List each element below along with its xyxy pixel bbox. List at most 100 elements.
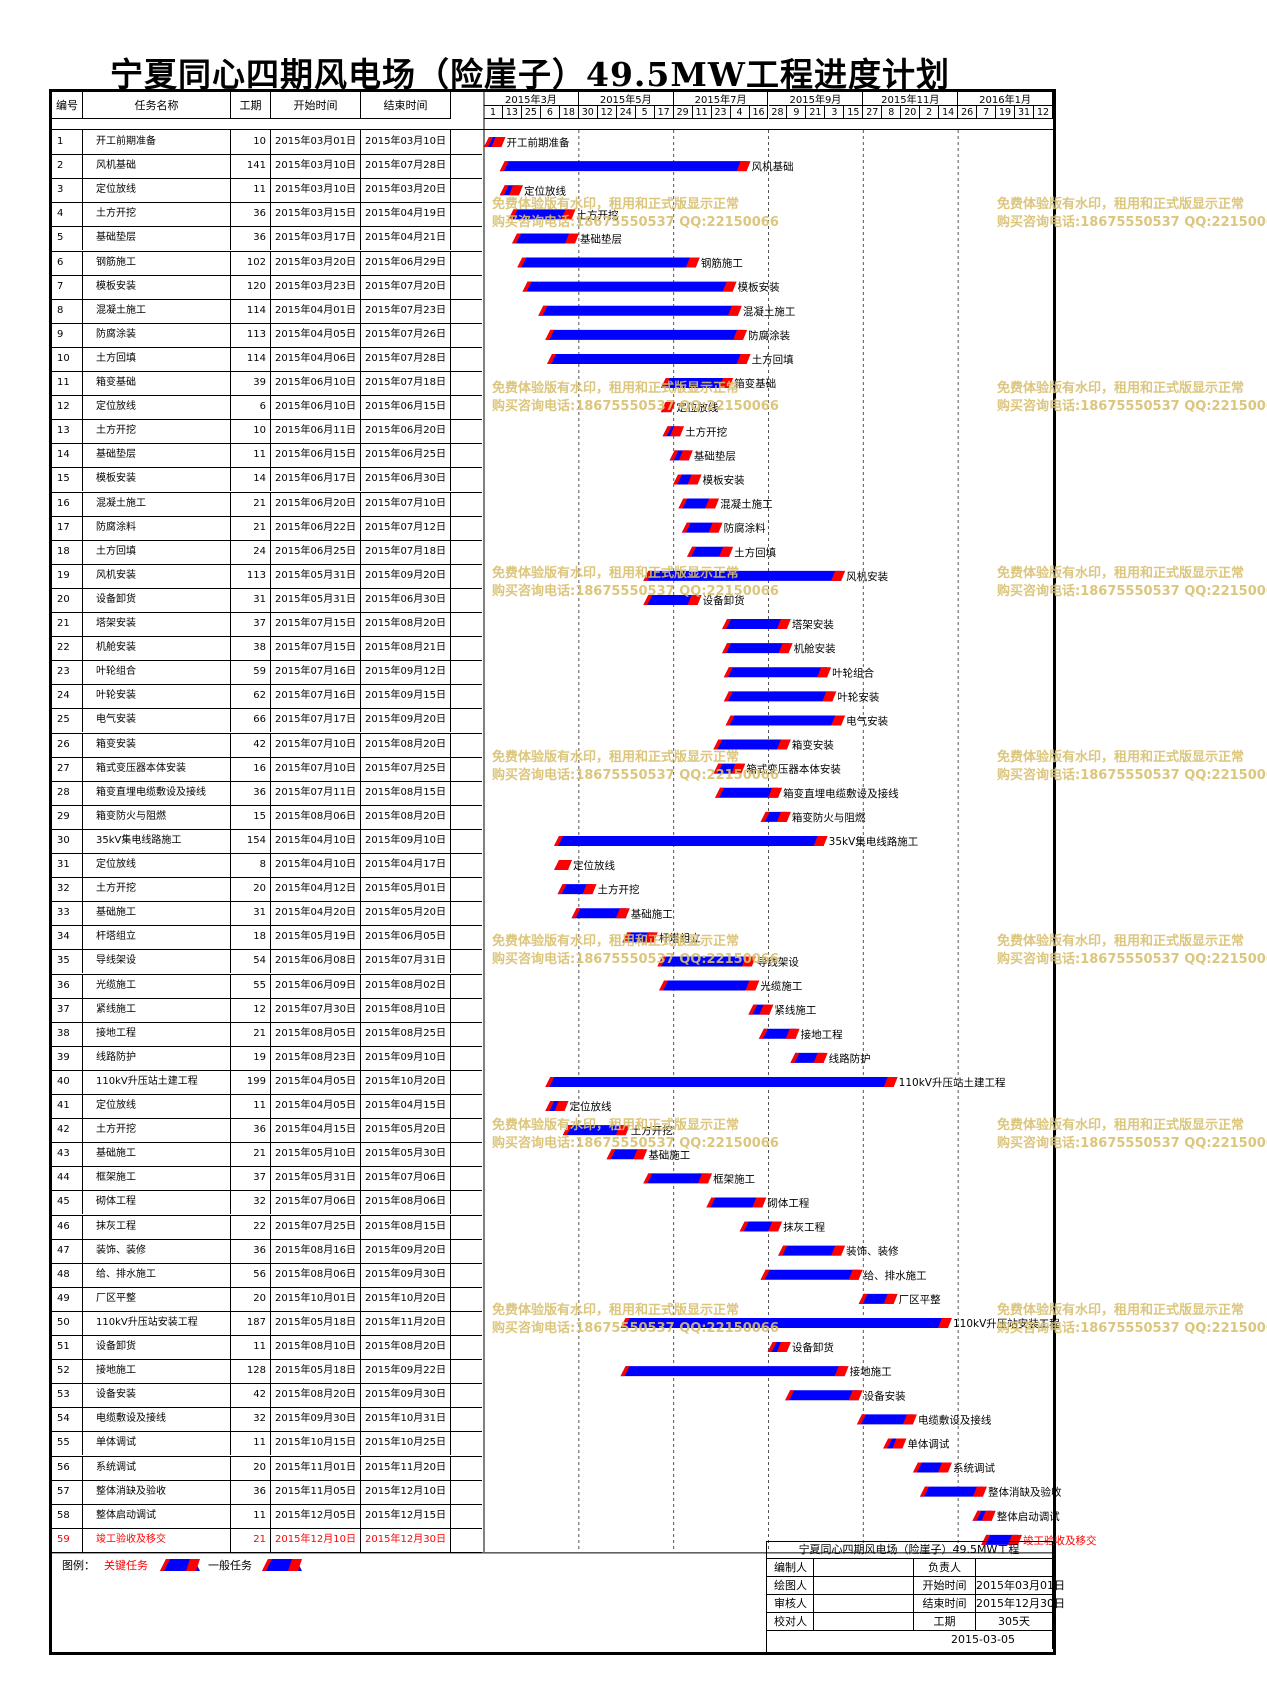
task-start-cell: 2015年06月17日 xyxy=(271,467,361,492)
task-no-cell: 44 xyxy=(52,1166,83,1191)
timeline-day-tick: 30 xyxy=(578,106,598,119)
task-no-cell: 43 xyxy=(52,1142,83,1167)
task-start-cell: 2015年04月05日 xyxy=(271,322,361,347)
task-name-cell: 光缆施工 xyxy=(83,973,231,998)
task-name-cell: 防腐涂料 xyxy=(83,515,231,540)
col-header-end: 结束时间 xyxy=(361,92,451,119)
task-days-cell: 11 xyxy=(231,1503,271,1528)
task-no-cell: 23 xyxy=(52,660,83,685)
task-start-cell: 2015年04月01日 xyxy=(271,298,361,323)
task-end-cell: 2015年04月21日 xyxy=(361,226,451,251)
row-divider xyxy=(52,804,482,806)
timeline-month: 2015年3月 xyxy=(484,92,579,106)
task-name-cell: 系统调试 xyxy=(83,1455,231,1480)
timeline-day-tick: 26 xyxy=(958,106,978,119)
task-no-cell: 9 xyxy=(52,322,83,347)
task-start-cell: 2015年07月30日 xyxy=(271,997,361,1022)
task-start-cell: 2015年04月05日 xyxy=(271,1094,361,1118)
task-name-cell: 抹灰工程 xyxy=(83,1214,231,1239)
task-name-cell: 定位放线 xyxy=(83,853,231,877)
task-end-cell: 2015年07月31日 xyxy=(361,949,451,974)
task-end-cell: 2015年04月15日 xyxy=(361,1094,451,1118)
timeline-day-tick: 6 xyxy=(540,106,560,119)
task-days-cell: 36 xyxy=(231,780,271,805)
task-no-cell: 54 xyxy=(52,1407,83,1432)
row-divider xyxy=(52,877,482,879)
task-end-cell: 2015年09月22日 xyxy=(361,1359,451,1384)
task-name-cell: 风机安装 xyxy=(83,563,231,588)
task-no-cell: 3 xyxy=(52,178,83,203)
info-editor-label: 编制人 xyxy=(766,1559,814,1577)
task-start-cell: 2015年04月10日 xyxy=(271,853,361,877)
task-end-cell: 2015年08月20日 xyxy=(361,612,451,636)
task-days-cell: 36 xyxy=(231,1479,271,1504)
task-name-cell: 紧线施工 xyxy=(83,997,231,1022)
task-name-cell: 基础施工 xyxy=(83,901,231,926)
col-header-name: 任务名称 xyxy=(83,92,231,119)
task-no-cell: 49 xyxy=(52,1286,83,1311)
task-end-cell: 2015年08月06日 xyxy=(361,1190,451,1215)
task-name-cell: 箱式变压器本体安装 xyxy=(83,756,231,781)
task-no-cell: 20 xyxy=(52,587,83,612)
task-name-cell: 110kV升压站安装工程 xyxy=(83,1310,231,1335)
row-divider xyxy=(52,395,482,397)
task-start-cell: 2015年08月06日 xyxy=(271,804,361,829)
legend-critical-label: 关键任务 xyxy=(104,1559,148,1572)
task-name-cell: 塔架安装 xyxy=(83,612,231,636)
task-end-cell: 2015年07月18日 xyxy=(361,371,451,395)
info-box xyxy=(766,1541,1053,1655)
task-start-cell: 2015年05月31日 xyxy=(271,1166,361,1191)
row-divider xyxy=(52,901,482,903)
task-days-cell: 37 xyxy=(231,612,271,636)
row-divider xyxy=(52,371,482,372)
info-start-label: 开始时间 xyxy=(914,1577,976,1595)
task-no-cell: 47 xyxy=(52,1238,83,1263)
timeline-month: 2015年9月 xyxy=(768,92,864,106)
task-no-cell: 4 xyxy=(52,202,83,227)
row-divider xyxy=(52,154,482,156)
task-start-cell: 2015年08月23日 xyxy=(271,1045,361,1070)
task-days-cell: 20 xyxy=(231,1286,271,1311)
col-header-no: 编号 xyxy=(52,92,83,119)
task-start-cell: 2015年05月18日 xyxy=(271,1310,361,1335)
task-name-cell: 土方开挖 xyxy=(83,877,231,902)
task-no-cell: 25 xyxy=(52,708,83,733)
row-divider xyxy=(52,853,482,854)
task-end-cell: 2015年12月15日 xyxy=(361,1503,451,1528)
task-end-cell: 2015年09月30日 xyxy=(361,1262,451,1287)
timeline-month: 2015年11月 xyxy=(863,92,959,106)
task-end-cell: 2015年06月29日 xyxy=(361,250,451,275)
task-days-cell: 113 xyxy=(231,563,271,588)
row-divider xyxy=(52,539,482,541)
task-start-cell: 2015年04月12日 xyxy=(271,877,361,902)
task-end-cell: 2015年05月20日 xyxy=(361,1118,451,1143)
legend-general-label: 一般任务 xyxy=(208,1559,252,1572)
task-start-cell: 2015年06月09日 xyxy=(271,973,361,998)
task-no-cell: 35 xyxy=(52,949,83,974)
row-divider xyxy=(52,828,482,830)
task-days-cell: 21 xyxy=(231,1142,271,1167)
info-drawer-label: 绘图人 xyxy=(766,1577,814,1595)
task-name-cell: 模板安装 xyxy=(83,274,231,299)
row-divider xyxy=(52,1069,482,1071)
task-no-cell: 8 xyxy=(52,298,83,323)
task-days-cell: 39 xyxy=(231,371,271,395)
task-end-cell: 2015年09月10日 xyxy=(361,828,451,853)
task-end-cell: 2015年09月10日 xyxy=(361,1045,451,1070)
row-divider xyxy=(52,443,482,445)
task-start-cell: 2015年05月19日 xyxy=(271,925,361,950)
row-divider xyxy=(52,274,482,276)
task-end-cell: 2015年09月20日 xyxy=(361,1238,451,1263)
task-start-cell: 2015年07月16日 xyxy=(271,660,361,685)
task-no-cell: 10 xyxy=(52,346,83,371)
task-end-cell: 2015年06月30日 xyxy=(361,587,451,612)
task-no-cell: 15 xyxy=(52,467,83,492)
task-end-cell: 2015年10月20日 xyxy=(361,1069,451,1094)
timeline-day-tick: 5 xyxy=(635,106,655,119)
row-divider xyxy=(52,1407,482,1409)
task-start-cell: 2015年04月06日 xyxy=(271,346,361,371)
task-days-cell: 36 xyxy=(231,1118,271,1143)
task-name-cell: 110kV升压站土建工程 xyxy=(83,1069,231,1094)
row-divider xyxy=(52,1094,482,1095)
row-divider xyxy=(52,612,482,613)
